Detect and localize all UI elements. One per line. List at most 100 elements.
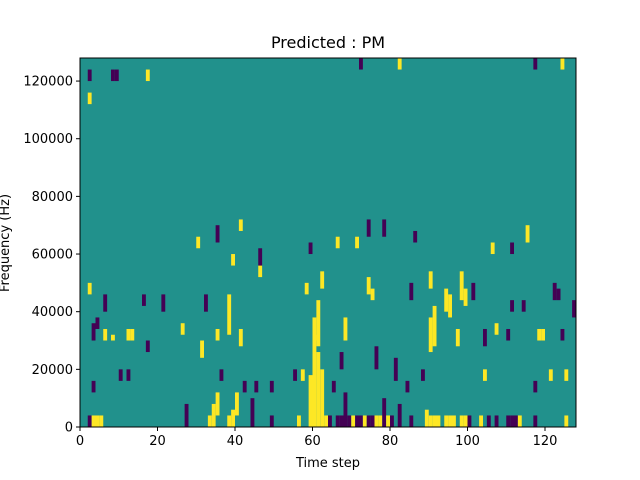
heatmap-cell (145, 340, 150, 353)
heatmap-cell (428, 317, 433, 353)
heatmap-cell (87, 92, 92, 105)
y-tick-label: 40000 (32, 305, 73, 320)
heatmap-cell (339, 415, 344, 427)
heatmap-cell (370, 288, 375, 301)
heatmap-cell (479, 415, 483, 427)
heatmap-cell (320, 369, 325, 427)
heatmap-cell (235, 392, 239, 416)
heatmap-cell (424, 409, 429, 427)
heatmap-cell (269, 380, 274, 393)
heatmap-cells (87, 58, 576, 427)
heatmap-cell (355, 415, 359, 427)
heatmap-cell (335, 415, 340, 427)
heatmap-cell (328, 415, 332, 427)
heatmap-cell (386, 415, 390, 427)
heatmap-cell (111, 69, 115, 82)
heatmap-cell (397, 58, 402, 70)
heatmap-cell (238, 328, 243, 347)
heatmap-cell (300, 369, 305, 381)
heatmap-cell (459, 415, 464, 427)
heatmap-cell (572, 300, 576, 318)
heatmap-cell (351, 415, 356, 427)
heatmap-cell (312, 334, 317, 427)
heatmap-cell (366, 415, 371, 427)
heatmap-cell (483, 369, 487, 381)
heatmap-cell (382, 398, 387, 427)
heatmap-cell (231, 254, 235, 266)
heatmap-cell (254, 380, 259, 393)
x-tick-label: 80 (382, 434, 399, 449)
heatmap-cell (331, 380, 336, 393)
heatmap-cell (510, 242, 514, 255)
heatmap-cell (91, 323, 96, 341)
heatmap-cell (347, 415, 352, 427)
heatmap-cell (409, 282, 414, 301)
heatmap-cell (436, 415, 441, 427)
y-tick-label: 80000 (32, 190, 73, 205)
heatmap-cell (432, 305, 437, 347)
heatmap-cell (238, 219, 243, 231)
heatmap-cell (548, 369, 553, 381)
heatmap-cell (242, 380, 247, 393)
heatmap-cell (366, 219, 371, 237)
heatmap-cell (448, 294, 452, 318)
y-tick-label: 0 (65, 421, 73, 436)
heatmap-cell (413, 230, 418, 243)
heatmap-cell (103, 294, 108, 312)
heatmap-cell (87, 69, 92, 82)
heatmap-cell (428, 271, 433, 289)
heatmap-cell (521, 300, 526, 312)
heatmap-cell (250, 398, 255, 427)
heatmap-cell (455, 328, 460, 347)
y-tick-label: 100000 (23, 132, 73, 147)
heatmap-cell (444, 288, 449, 312)
heatmap-cell (467, 415, 472, 427)
y-axis-ticks: 0 20000 40000 60000 80000 100000 120000 (23, 75, 80, 436)
heatmap-cell (161, 294, 166, 312)
heatmap-cell (339, 352, 344, 370)
heatmap-cell (463, 415, 468, 427)
heatmap-cell (103, 328, 108, 341)
y-axis-label: Frequency (Hz) (0, 194, 13, 292)
heatmap-cell (126, 328, 131, 341)
heatmap-cell (293, 369, 297, 381)
heatmap-cell (114, 69, 119, 82)
heatmap-cell (215, 392, 220, 416)
heatmap-cell (483, 328, 487, 347)
heatmap-cell (428, 415, 433, 427)
heatmap-cell (184, 403, 189, 427)
heatmap-cell (459, 271, 464, 301)
heatmap-cell (486, 415, 491, 427)
heatmap-cell (514, 415, 518, 427)
heatmap-cell (304, 282, 309, 295)
heatmap-cell (207, 415, 212, 427)
heatmap-cell (87, 415, 92, 427)
x-tick-label: 20 (149, 434, 166, 449)
heatmap-cell (269, 415, 274, 427)
heatmap-cell (564, 415, 569, 427)
plot-frame (79, 57, 577, 428)
heatmap-cell (490, 242, 495, 255)
heatmap-cell (366, 277, 371, 295)
heatmap-cell (111, 334, 115, 341)
chart-title: Predicted : PM (271, 33, 385, 52)
heatmap-cell (560, 328, 565, 341)
heatmap-cell (506, 328, 511, 341)
heatmap-cell (506, 415, 511, 427)
x-tick-label: 100 (455, 434, 480, 449)
x-axis-ticks: 0 20 40 60 80 100 120 (76, 427, 557, 449)
heatmap-cell (517, 415, 522, 427)
heatmap-cell (335, 236, 340, 249)
heatmap-cell (533, 58, 538, 70)
heatmap-cell (145, 69, 150, 82)
heatmap-cell (324, 415, 328, 427)
heatmap-cell (510, 300, 514, 312)
heatmap-cell (320, 271, 325, 289)
heatmap-cell (552, 282, 557, 301)
heatmap-cell (130, 328, 135, 341)
heatmap-cell (196, 236, 201, 249)
heatmap-cell (444, 415, 449, 427)
heatmap-cell (390, 415, 394, 427)
heatmap-cell (215, 225, 220, 243)
